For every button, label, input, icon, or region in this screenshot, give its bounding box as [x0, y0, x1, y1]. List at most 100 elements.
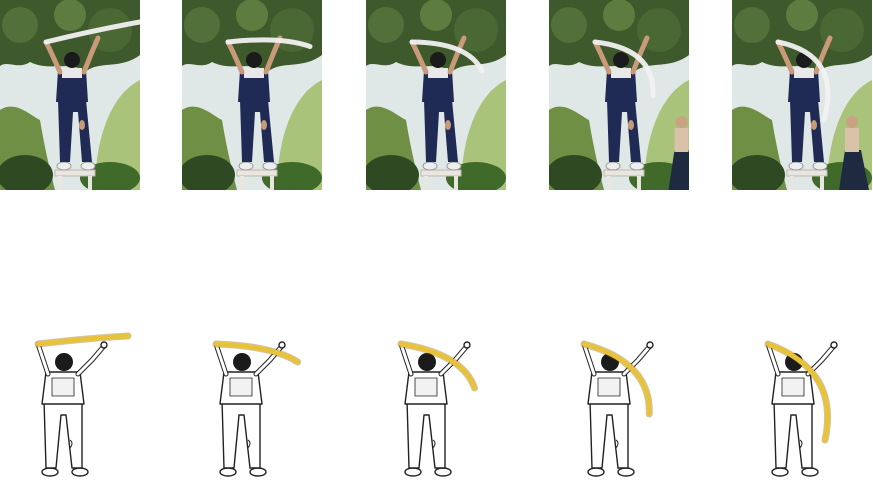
sketch-frame-5: [730, 300, 870, 489]
stool-leg: [790, 176, 794, 190]
second-person-top: [674, 128, 689, 152]
stool-leg: [637, 176, 641, 190]
ribbon: [409, 39, 485, 74]
right-fist: [100, 341, 108, 349]
left-arm: [36, 342, 50, 376]
head: [613, 52, 629, 68]
right-arm: [630, 35, 650, 75]
head: [430, 52, 446, 68]
shirt: [611, 68, 631, 78]
photo-frame-3-image: [366, 0, 506, 190]
legs: [589, 399, 629, 469]
shirt: [244, 68, 264, 78]
overall-bib: [51, 377, 75, 397]
foliage-cluster: [551, 7, 587, 43]
dark-bush: [732, 155, 785, 190]
overall-bib: [781, 377, 805, 397]
dark-bush: [262, 162, 322, 190]
photo-frame-2-image: [182, 0, 322, 190]
ribbon: [581, 341, 652, 417]
foliage-cluster: [420, 0, 452, 31]
foliage-cluster: [2, 7, 38, 43]
second-person-skirt: [668, 150, 689, 190]
knee-tear: [445, 120, 451, 130]
left-shoe: [587, 467, 605, 477]
dark-bush: [0, 155, 53, 190]
sketch-frame-4: [546, 300, 686, 489]
foliage-cluster: [603, 0, 635, 31]
left-arm: [582, 342, 596, 376]
stool-leg: [58, 176, 62, 190]
left-shoe: [771, 467, 789, 477]
stool-leg: [240, 176, 244, 190]
right-shoe: [812, 161, 828, 171]
overalls-legs: [58, 100, 92, 162]
head: [418, 353, 436, 371]
left-arm: [399, 342, 413, 376]
dark-bush: [549, 155, 602, 190]
knee-tear: [628, 120, 634, 130]
foliage-cluster: [786, 0, 818, 31]
foliage-cluster: [184, 7, 220, 43]
overall-bib: [414, 377, 438, 397]
stool-seat: [420, 169, 462, 177]
overalls-legs: [790, 100, 824, 162]
photo-frame-4-image: [549, 0, 689, 190]
photo-frame-row: [0, 0, 873, 190]
knee-detail: [432, 439, 436, 449]
left-shoe: [56, 161, 72, 171]
legs: [773, 399, 813, 469]
right-shoe: [446, 161, 462, 171]
foliage-cluster: [236, 0, 268, 31]
shirt: [62, 68, 82, 78]
overall-bib: [229, 377, 253, 397]
stool-leg: [424, 176, 428, 190]
knee-detail: [615, 439, 619, 449]
right-arm: [622, 344, 652, 376]
second-person-head: [675, 116, 688, 128]
overall-bib: [597, 377, 621, 397]
right-arm: [76, 344, 106, 376]
second-person-head: [846, 116, 858, 128]
ribbon: [43, 19, 140, 45]
knee-tear: [79, 120, 85, 130]
head: [64, 52, 80, 68]
right-fist: [463, 341, 471, 349]
legs: [406, 399, 446, 469]
left-shoe: [41, 467, 59, 477]
sketch-frame-5-image: [730, 300, 870, 489]
left-arm: [43, 39, 63, 75]
left-arm: [766, 342, 780, 376]
ribbon: [225, 37, 313, 49]
left-shoe: [219, 467, 237, 477]
right-fist: [830, 341, 838, 349]
stool-leg: [454, 176, 458, 190]
knee-tear: [811, 120, 817, 130]
sketch-frame-row: [0, 300, 873, 489]
right-arm: [81, 35, 101, 75]
right-shoe: [434, 467, 452, 477]
knee-detail: [69, 439, 73, 449]
left-arm: [409, 39, 429, 75]
sketch-frame-2-image: [178, 300, 318, 489]
left-shoe: [605, 161, 621, 171]
ribbon: [592, 39, 656, 98]
knee-detail: [799, 439, 803, 449]
head: [233, 353, 251, 371]
shirt: [794, 68, 814, 78]
sketch-frame-3: [363, 300, 503, 489]
left-arm: [214, 342, 228, 376]
sketch-frame-1: [0, 300, 140, 489]
right-shoe: [249, 467, 267, 477]
stool-leg: [820, 176, 824, 190]
legs: [221, 399, 261, 469]
knee-detail: [247, 439, 251, 449]
second-person-top: [845, 128, 859, 152]
overalls-legs: [607, 100, 641, 162]
right-shoe: [80, 161, 96, 171]
stool-seat: [603, 169, 645, 177]
foliage-cluster: [734, 7, 770, 43]
head: [246, 52, 262, 68]
right-shoe: [629, 161, 645, 171]
photo-frame-5-image: [732, 0, 872, 190]
